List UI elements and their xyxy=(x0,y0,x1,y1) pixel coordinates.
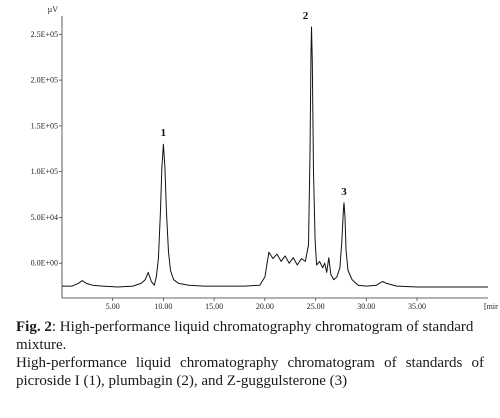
y-axis-label: µV xyxy=(48,5,59,14)
chromatogram-chart: 0.0E+00 5.0E+04 1.0E+05 1.5E+05 2.0E+05 2.5E+… xyxy=(31,5,498,311)
x-tick-label: 30.00 xyxy=(357,302,375,311)
y-tick-label: 2.0E+05 xyxy=(31,76,58,85)
y-tick-label: 1.0E+05 xyxy=(31,167,58,176)
figure-description: High-performance liquid chromatography c… xyxy=(16,355,484,389)
chromatogram-figure: 0.0E+00 5.0E+04 1.0E+05 1.5E+05 2.0E+05 2.5E+… xyxy=(30,5,498,311)
figure-label: Fig. 2 xyxy=(16,319,52,335)
chromatogram-trace xyxy=(62,26,488,288)
peak-label-1: 1 xyxy=(161,127,167,139)
peak-label-3: 3 xyxy=(341,186,347,198)
x-tick-label: 10.00 xyxy=(154,302,172,311)
y-tick-label: 0.0E+00 xyxy=(31,259,58,268)
figure-caption-text: : High-performance liquid chromatography… xyxy=(16,319,474,353)
y-tick-label: 2.5E+05 xyxy=(31,30,58,39)
x-tick-label: 15.00 xyxy=(205,302,223,311)
x-tick-label: 35.00 xyxy=(408,302,426,311)
x-tick-label: 25.00 xyxy=(307,302,325,311)
figure-caption: Fig. 2: High-performance liquid chromato… xyxy=(16,318,484,354)
x-axis-label: [min] xyxy=(484,302,498,311)
y-tick-label: 5.0E+04 xyxy=(31,213,58,222)
peak-label-2: 2 xyxy=(303,10,309,22)
x-tick-label: 5.00 xyxy=(106,302,120,311)
x-tick-label: 20.00 xyxy=(256,302,274,311)
y-tick-label: 1.5E+05 xyxy=(31,121,58,130)
